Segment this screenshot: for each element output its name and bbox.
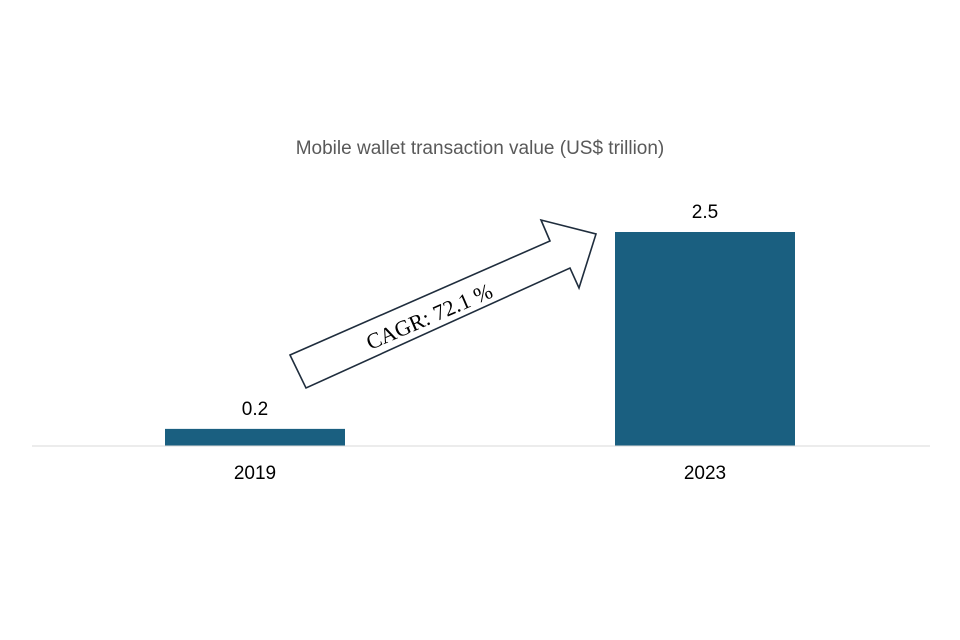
bar-2023: [615, 232, 795, 446]
cagr-annotation: CAGR: 72.1 %: [288, 218, 598, 390]
x-tick-2023: 2023: [684, 463, 726, 484]
data-label-2019: 0.2: [242, 399, 268, 420]
cagr-arrow: [288, 218, 598, 390]
bar-2019: [165, 428, 345, 446]
bars-group: [165, 232, 795, 446]
ticks-group: 2019 2023: [234, 463, 726, 484]
labels-group: 0.2 2.5: [242, 202, 718, 420]
x-tick-2019: 2019: [234, 463, 276, 484]
chart-title: Mobile wallet transaction value (US$ tri…: [296, 138, 665, 159]
data-label-2023: 2.5: [692, 202, 718, 223]
